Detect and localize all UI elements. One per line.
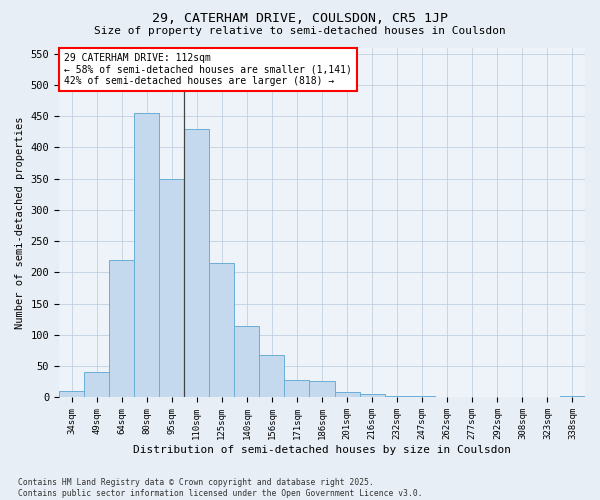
- Bar: [560, 396, 585, 398]
- Bar: [485, 397, 510, 398]
- Text: 29 CATERHAM DRIVE: 112sqm
← 58% of semi-detached houses are smaller (1,141)
42% : 29 CATERHAM DRIVE: 112sqm ← 58% of semi-…: [64, 52, 352, 86]
- Bar: [385, 396, 410, 398]
- Text: 29, CATERHAM DRIVE, COULSDON, CR5 1JP: 29, CATERHAM DRIVE, COULSDON, CR5 1JP: [152, 12, 448, 26]
- Bar: [335, 392, 359, 398]
- Bar: [510, 397, 535, 398]
- Bar: [284, 380, 310, 398]
- Bar: [235, 326, 259, 398]
- Bar: [134, 113, 159, 398]
- Text: Size of property relative to semi-detached houses in Coulsdon: Size of property relative to semi-detach…: [94, 26, 506, 36]
- X-axis label: Distribution of semi-detached houses by size in Coulsdon: Distribution of semi-detached houses by …: [133, 445, 511, 455]
- Y-axis label: Number of semi-detached properties: Number of semi-detached properties: [15, 116, 25, 328]
- Bar: [159, 178, 184, 398]
- Bar: [435, 397, 460, 398]
- Bar: [410, 396, 435, 398]
- Bar: [259, 355, 284, 398]
- Bar: [59, 391, 84, 398]
- Bar: [184, 128, 209, 398]
- Bar: [359, 394, 385, 398]
- Bar: [109, 260, 134, 398]
- Bar: [209, 263, 235, 398]
- Text: Contains HM Land Registry data © Crown copyright and database right 2025.
Contai: Contains HM Land Registry data © Crown c…: [18, 478, 422, 498]
- Bar: [460, 397, 485, 398]
- Bar: [310, 381, 335, 398]
- Bar: [84, 372, 109, 398]
